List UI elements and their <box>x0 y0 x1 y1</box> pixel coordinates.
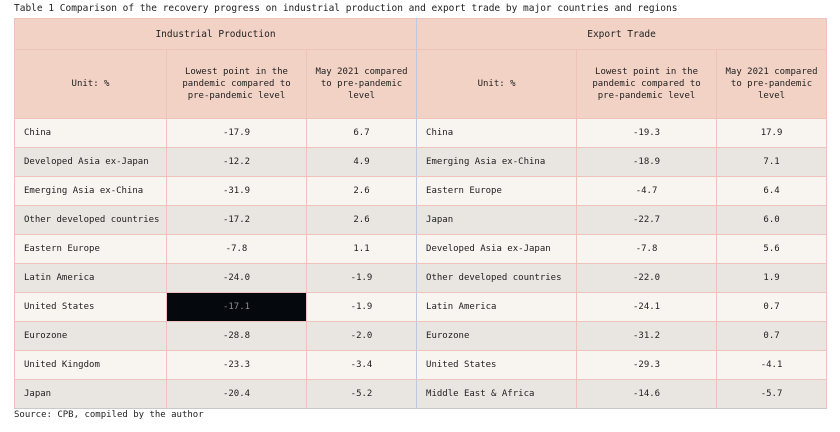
comparison-table: Industrial Production Export Trade Unit:… <box>13 18 828 409</box>
ip-region: Other developed countries <box>14 205 167 235</box>
ip-may-value: 2.6 <box>305 205 418 235</box>
ip-lowest-value: -28.8 <box>166 321 307 351</box>
ip-lowest-value: -17.2 <box>166 205 307 235</box>
group-header-export: Export Trade <box>416 18 828 50</box>
ex-lowest-value: -22.7 <box>576 205 718 235</box>
ex-may-value: -4.1 <box>716 350 828 380</box>
ip-lowest-value: -31.9 <box>166 176 307 206</box>
ip-region: Japan <box>14 379 167 409</box>
ex-region: United States <box>416 350 578 380</box>
ex-may-value: 6.0 <box>716 205 828 235</box>
ip-may-value: 2.6 <box>305 176 418 206</box>
ex-may-value: 17.9 <box>716 118 828 148</box>
table-row: Eastern Europe -7.8 1.1 Developed Asia e… <box>14 234 828 264</box>
column-header-lowest-ex: Lowest point in the pandemic compared to… <box>576 49 718 119</box>
group-header-row: Industrial Production Export Trade <box>13 18 828 50</box>
ex-region: Developed Asia ex-Japan <box>416 234 578 264</box>
ip-region: Eurozone <box>14 321 167 351</box>
ex-region: Other developed countries <box>416 263 578 293</box>
ip-may-value: 4.9 <box>305 147 418 177</box>
ip-may-value: 6.7 <box>305 118 418 148</box>
column-header-unit-ex: Unit: % <box>416 49 578 119</box>
table-row: Emerging Asia ex-China -31.9 2.6 Eastern… <box>14 176 828 206</box>
ex-lowest-value: -7.8 <box>576 234 718 264</box>
ex-region: Eurozone <box>416 321 578 351</box>
ip-region: Latin America <box>14 263 167 293</box>
table-row: Latin America -24.0 -1.9 Other developed… <box>14 263 828 293</box>
table-row: Eurozone -28.8 -2.0 Eurozone -31.2 0.7 <box>14 321 828 351</box>
ip-lowest-value: -24.0 <box>166 263 307 293</box>
ex-lowest-value: -31.2 <box>576 321 718 351</box>
ex-may-value: 1.9 <box>716 263 828 293</box>
ex-region: Japan <box>416 205 578 235</box>
ex-lowest-value: -18.9 <box>576 147 718 177</box>
table-row: Developed Asia ex-Japan -12.2 4.9 Emergi… <box>14 147 828 177</box>
group-header-industrial: Industrial Production <box>13 18 418 50</box>
ip-lowest-value: -23.3 <box>166 350 307 380</box>
ex-may-value: 0.7 <box>716 321 828 351</box>
column-header-may-ip: May 2021 compared to pre-pandemic level <box>305 49 418 119</box>
ex-lowest-value: -29.3 <box>576 350 718 380</box>
column-header-may-ex: May 2021 compared to pre-pandemic level <box>716 49 828 119</box>
ex-lowest-value: -24.1 <box>576 292 718 322</box>
ip-region: Developed Asia ex-Japan <box>14 147 167 177</box>
column-header-lowest-ip: Lowest point in the pandemic compared to… <box>166 49 307 119</box>
table-row: Other developed countries -17.2 2.6 Japa… <box>14 205 828 235</box>
ex-may-value: 0.7 <box>716 292 828 322</box>
ip-lowest-value: -7.8 <box>166 234 307 264</box>
ip-region: United Kingdom <box>14 350 167 380</box>
table-row: Japan -20.4 -5.2 Middle East & Africa -1… <box>14 379 828 409</box>
column-header-unit-ip: Unit: % <box>14 49 167 119</box>
ip-may-value: -5.2 <box>305 379 418 409</box>
ip-may-value: -3.4 <box>305 350 418 380</box>
table-row: China -17.9 6.7 China -19.3 17.9 <box>14 118 828 148</box>
ex-may-value: 6.4 <box>716 176 828 206</box>
ex-region: Eastern Europe <box>416 176 578 206</box>
ip-may-value: -1.9 <box>305 292 418 322</box>
table-row: United States -17.1 -1.9 Latin America -… <box>14 292 828 322</box>
ip-region: United States <box>14 292 167 322</box>
ex-lowest-value: -19.3 <box>576 118 718 148</box>
ex-lowest-value: -4.7 <box>576 176 718 206</box>
source-note: Source: CPB, compiled by the author <box>14 410 204 420</box>
ip-may-value: -1.9 <box>305 263 418 293</box>
ex-region: Emerging Asia ex-China <box>416 147 578 177</box>
ex-lowest-value: -22.0 <box>576 263 718 293</box>
ex-region: Middle East & Africa <box>416 379 578 409</box>
ex-may-value: -5.7 <box>716 379 828 409</box>
ex-region: Latin America <box>416 292 578 322</box>
ex-may-value: 7.1 <box>716 147 828 177</box>
ip-may-value: -2.0 <box>305 321 418 351</box>
ex-may-value: 5.6 <box>716 234 828 264</box>
table-row: United Kingdom -23.3 -3.4 United States … <box>14 350 828 380</box>
ip-lowest-value: -12.2 <box>166 147 307 177</box>
column-header-row: Unit: % Lowest point in the pandemic com… <box>14 49 828 119</box>
ip-lowest-value-highlighted: -17.1 <box>166 292 307 322</box>
table-caption: Table 1 Comparison of the recovery progr… <box>14 3 678 14</box>
ip-may-value: 1.1 <box>305 234 418 264</box>
ip-region: China <box>14 118 167 148</box>
ip-lowest-value: -20.4 <box>166 379 307 409</box>
ip-region: Eastern Europe <box>14 234 167 264</box>
ip-lowest-value: -17.9 <box>166 118 307 148</box>
ip-region: Emerging Asia ex-China <box>14 176 167 206</box>
ex-lowest-value: -14.6 <box>576 379 718 409</box>
ex-region: China <box>416 118 578 148</box>
